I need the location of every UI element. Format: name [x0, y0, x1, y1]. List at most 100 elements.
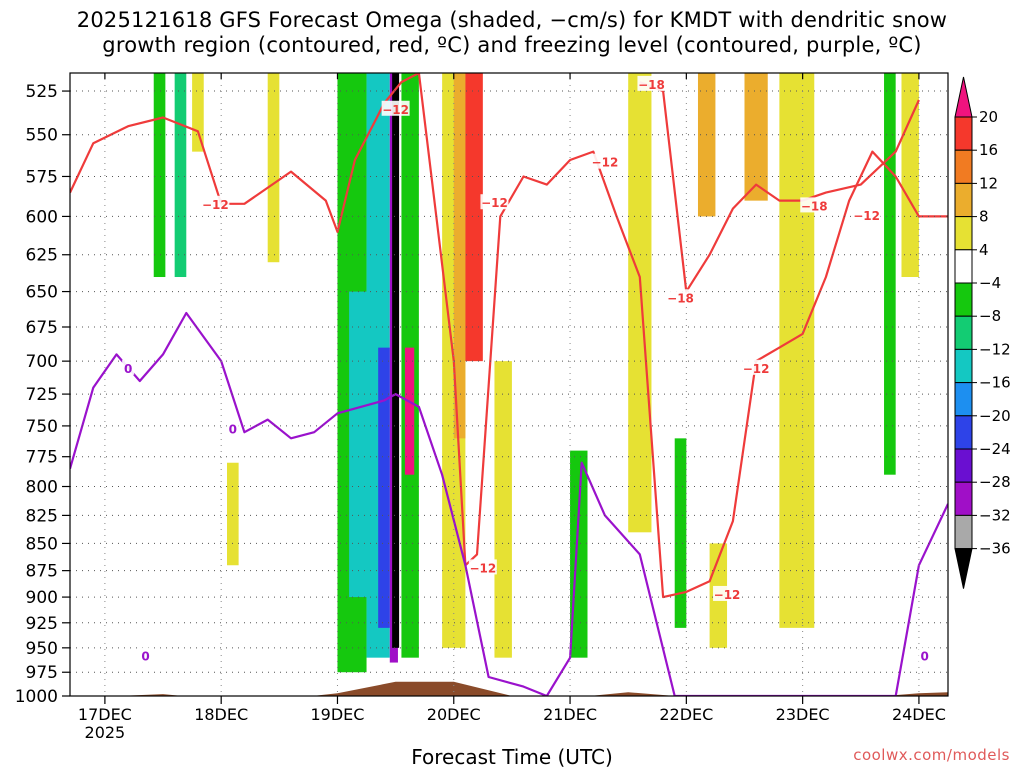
colorbar-label: −16 [979, 374, 1011, 392]
contour-label: −12 [382, 103, 409, 117]
contour-label: −12 [202, 198, 229, 212]
colorbar-swatch [954, 514, 973, 550]
colorbar-swatch [954, 116, 973, 151]
freezing-level-contour [70, 311, 948, 696]
contour-label-bg [122, 359, 135, 375]
contours [70, 73, 948, 696]
omega-area [697, 73, 716, 217]
omega-area [192, 73, 204, 152]
contour-label-bg [590, 153, 619, 169]
x-tick-label: 17DEC [78, 705, 132, 724]
colorbar-label: 4 [979, 241, 989, 259]
omega-area [494, 361, 512, 658]
omega-area [884, 73, 896, 475]
colorbar-swatch [954, 216, 973, 251]
omega-area [392, 73, 400, 648]
y-tick-label: 650 [26, 283, 58, 303]
omega-area [628, 73, 652, 533]
terrain-area [70, 681, 948, 696]
contour-label: −12 [592, 156, 619, 170]
y-tick-label: 800 [26, 478, 58, 498]
credit-text: coolwx.com/models [853, 746, 1010, 764]
colorbar-swatch [954, 448, 973, 483]
omega-area [779, 73, 815, 628]
y-tick-label: 925 [26, 614, 58, 634]
x-tick-label: 20DEC [427, 705, 481, 724]
omega-area [570, 450, 588, 658]
colorbar-label: −36 [979, 540, 1011, 558]
colorbar-label: 16 [979, 141, 998, 159]
colorbar-label: −20 [979, 407, 1011, 425]
colorbar-label: −12 [979, 340, 1011, 358]
colorbar-label: −8 [979, 307, 1001, 325]
chart-title-line2: growth region (contoured, red, ºC) and f… [102, 33, 922, 57]
y-tick-label: 850 [26, 534, 58, 554]
y-tick-label: 550 [26, 126, 58, 146]
y-tick-label: 725 [26, 385, 58, 405]
contour-label: 0 [229, 422, 237, 436]
y-tick-label: 950 [26, 639, 58, 659]
colorbar-label: −24 [979, 440, 1011, 458]
x-axis-title: Forecast Time (UTC) [411, 745, 613, 769]
terrain [70, 681, 948, 696]
contour-labels: −12 −12 −12 −12 −12 −18 −18 −12 −12 −18 −12 0 0 0 0 [122, 75, 931, 664]
omega-area [174, 73, 187, 278]
y-tick-label: 1000 [15, 687, 58, 707]
x-tick-label: 24DEC [892, 705, 946, 724]
omega-area [267, 73, 280, 263]
y-tick-label: 700 [26, 352, 58, 372]
chart-title-line1: 2025121618 GFS Forecast Omega (shaded, −… [76, 8, 948, 32]
colorbar-swatch [954, 382, 973, 417]
colorbar-swatch [954, 481, 973, 516]
contour-label: −18 [638, 78, 665, 92]
y-tick-label: 975 [26, 663, 58, 683]
omega-shading [153, 73, 919, 673]
contour-label: −12 [743, 362, 770, 376]
contour-label-bg [918, 647, 931, 663]
contour-label-bg [800, 197, 829, 213]
colorbar-label: −32 [979, 506, 1011, 524]
contour-label-bg [666, 289, 695, 305]
colorbar-label: 12 [979, 174, 998, 192]
colorbar-label: −4 [979, 274, 1001, 292]
x-tick-label: 23DEC [776, 705, 830, 724]
contour-label-bg [852, 206, 881, 222]
y-tick-label: 600 [26, 207, 58, 227]
omega-area [404, 347, 415, 475]
omega-area [465, 73, 483, 362]
y-tick-label: 575 [26, 167, 58, 187]
colorbar-swatch [954, 348, 973, 384]
omega-area [378, 347, 390, 628]
contour-label: −12 [469, 561, 496, 575]
colorbar-label: 8 [979, 208, 989, 226]
omega-area [901, 73, 919, 278]
y-tick-label: 750 [26, 417, 58, 437]
contour-label: −12 [481, 196, 508, 210]
contour-label: 0 [124, 362, 132, 376]
colorbar-swatch [954, 315, 973, 350]
contour-label: −18 [667, 291, 694, 305]
dendritic-growth-contour [70, 73, 948, 599]
x-tick-label: 22DEC [659, 705, 713, 724]
colorbar-swatch [954, 415, 973, 450]
x-tick-label: 21DEC [543, 705, 597, 724]
omega-area [453, 73, 466, 439]
x-year-label: 2025 [85, 723, 126, 742]
colorbar-swatch [954, 282, 973, 317]
contour-label: −12 [714, 588, 741, 602]
x-tick-label: 19DEC [310, 705, 364, 724]
contour-label: 0 [141, 650, 149, 664]
y-tick-label: 875 [26, 562, 58, 582]
axes: 525 550 575 600 625 650 675 700 725 750 775 800 825 8… [15, 73, 946, 742]
colorbar: 20 16 12 8 4 −4 −8 −12 −16 −20 −24 −28 −32 −36 [954, 76, 1011, 589]
x-tick-label: 18DEC [194, 705, 248, 724]
y-tick-label: 900 [26, 588, 58, 608]
contour-label: 0 [921, 650, 929, 664]
colorbar-swatch [954, 182, 973, 218]
contour-label-bg [713, 585, 742, 601]
contour-label: −12 [853, 209, 880, 223]
y-tick-label: 675 [26, 318, 58, 338]
y-tick-label: 825 [26, 506, 58, 526]
contour-label-bg [139, 647, 152, 663]
